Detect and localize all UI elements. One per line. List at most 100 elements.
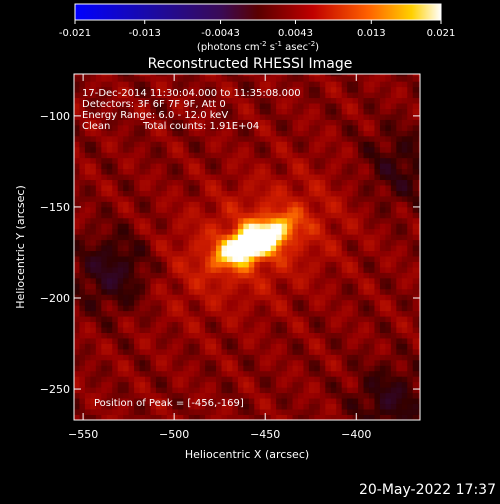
heatmap-cell [336, 124, 343, 131]
heatmap-cell [95, 124, 102, 131]
heatmap-cell [237, 190, 244, 197]
heatmap-cell [95, 92, 102, 99]
heatmap-cell [128, 223, 135, 230]
heatmap-cell [145, 157, 151, 164]
heatmap-cell [374, 124, 381, 131]
heatmap-cell [319, 179, 326, 186]
heatmap-cell [297, 398, 304, 405]
heatmap-cell [254, 321, 261, 328]
heatmap-cell [401, 283, 408, 290]
heatmap-cell [352, 288, 359, 295]
heatmap-cell [358, 414, 364, 420]
heatmap-cell [276, 86, 282, 93]
heatmap-cell [379, 277, 386, 284]
heatmap-cell [221, 97, 228, 104]
heatmap-cell [134, 414, 140, 420]
heatmap-cell [287, 288, 293, 295]
heatmap-cell [194, 376, 201, 383]
heatmap-cell [199, 212, 206, 219]
heatmap-cell [363, 228, 370, 235]
heatmap-cell [325, 250, 332, 257]
heatmap-cell [84, 206, 91, 213]
heatmap-cell [74, 163, 80, 170]
heatmap-cell [248, 179, 255, 186]
heatmap-cell [194, 92, 201, 99]
heatmap-cell [292, 294, 299, 301]
heatmap-cell [221, 343, 228, 350]
heatmap-cell [199, 392, 206, 399]
heatmap-cell [210, 250, 217, 257]
heatmap-cell [401, 294, 408, 301]
heatmap-cell [79, 185, 86, 191]
heatmap-cell [117, 381, 124, 388]
heatmap-cell [232, 135, 239, 142]
heatmap-cell [369, 157, 375, 164]
heatmap-cell [177, 217, 184, 224]
heatmap-cell [145, 316, 151, 323]
heatmap-cell [177, 185, 184, 191]
heatmap-cell [379, 414, 386, 420]
heatmap-cell [325, 414, 332, 420]
heatmap-cell [379, 409, 386, 415]
heatmap-cell [183, 370, 190, 377]
heatmap-cell [139, 114, 146, 120]
heatmap-cell [145, 327, 151, 333]
heatmap-cell [101, 250, 108, 257]
heatmap-cell [150, 174, 157, 181]
heatmap-cell [139, 141, 146, 148]
heatmap-cell [297, 163, 304, 170]
heatmap-cell [95, 146, 102, 153]
heatmap-cell [210, 381, 217, 388]
heatmap-cell [183, 414, 190, 420]
heatmap-cell [166, 81, 173, 88]
heatmap-cell [161, 119, 168, 126]
heatmap-cell [216, 81, 222, 88]
heatmap-cell [150, 223, 157, 230]
heatmap-cell [106, 196, 113, 202]
heatmap-cell [412, 414, 419, 420]
heatmap-cell [303, 277, 310, 284]
heatmap-cell [325, 376, 332, 383]
heatmap-cell [347, 409, 354, 415]
heatmap-cell [325, 321, 332, 328]
heatmap-cell [90, 228, 97, 235]
heatmap-cell [134, 283, 140, 290]
heatmap-cell [287, 387, 293, 394]
heatmap-cell [352, 294, 359, 301]
heatmap-cell [101, 130, 108, 137]
heatmap-cell [385, 74, 392, 77]
heatmap-cell [172, 409, 179, 415]
heatmap-cell [112, 387, 119, 394]
heatmap-cell [276, 256, 282, 262]
heatmap-cell [401, 310, 408, 317]
heatmap-cell [150, 74, 157, 77]
heatmap-cell [134, 201, 140, 208]
heatmap-cell [412, 277, 419, 284]
heatmap-cell [281, 310, 288, 317]
heatmap-cell [237, 267, 244, 273]
heatmap-cell [237, 392, 244, 399]
heatmap-cell [379, 190, 386, 197]
heatmap-cell [314, 409, 321, 415]
heatmap-cell [325, 190, 332, 197]
heatmap-cell [123, 348, 130, 355]
heatmap-cell [265, 343, 272, 350]
heatmap-cell [139, 206, 146, 213]
heatmap-cell [276, 228, 282, 235]
heatmap-cell [254, 327, 261, 333]
heatmap-cell [336, 305, 343, 312]
heatmap-cell [407, 92, 414, 99]
heatmap-cell [172, 370, 179, 377]
heatmap-cell [254, 250, 261, 257]
heatmap-cell [363, 398, 370, 405]
heatmap-cell [226, 146, 233, 153]
heatmap-cell [134, 267, 140, 273]
heatmap-cell [123, 74, 130, 77]
heatmap-cell [259, 343, 266, 350]
heatmap-cell [112, 272, 119, 279]
heatmap-cell [155, 130, 162, 137]
heatmap-cell [347, 146, 354, 153]
heatmap-cell [155, 103, 162, 109]
heatmap-cell [363, 190, 370, 197]
heatmap-cell [308, 179, 315, 186]
